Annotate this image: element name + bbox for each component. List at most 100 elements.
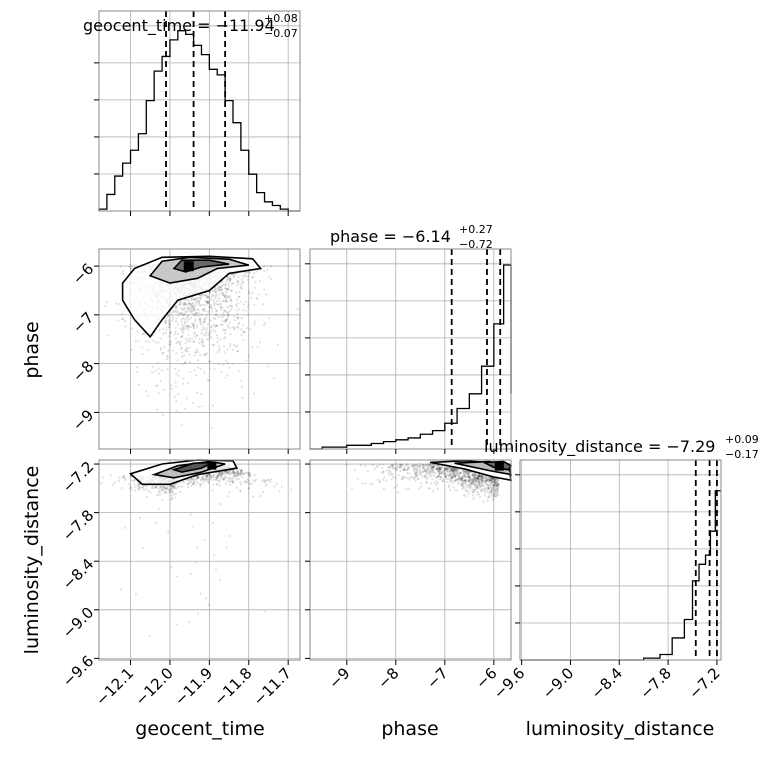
- sample-point-2-1: [476, 477, 479, 480]
- sample-point-2-1: [467, 474, 470, 477]
- sample-point-1-0: [267, 317, 270, 320]
- sample-point-2-0: [171, 486, 174, 489]
- sample-point-1-0: [175, 317, 178, 320]
- sample-point-2-0: [193, 478, 196, 481]
- sample-point-2-0: [222, 478, 225, 481]
- sample-point-2-1: [429, 482, 432, 485]
- sample-point-1-0: [224, 295, 227, 299]
- sample-point-1-0: [174, 337, 178, 340]
- sample-point-1-0: [217, 363, 220, 366]
- y-tick-label-luminosity_distance-2: −8.4: [59, 555, 97, 593]
- sample-point-1-0: [215, 312, 218, 315]
- sample-point-1-0: [226, 276, 229, 279]
- sample-point-2-0: [247, 486, 250, 490]
- sample-point-2-1: [477, 474, 480, 477]
- sample-point-1-0: [220, 306, 223, 309]
- sample-point-1-0: [147, 340, 150, 343]
- sample-point-2-1: [452, 486, 455, 489]
- sample-point-1-0: [218, 349, 221, 352]
- sample-point-2-1: [468, 485, 471, 488]
- sample-point-1-0: [195, 351, 198, 354]
- sample-point-2-1: [496, 479, 500, 482]
- sample-point-2-1: [473, 476, 476, 479]
- sample-point-2-1: [461, 484, 464, 488]
- sample-point-1-0: [205, 300, 208, 303]
- sample-point-2-1: [471, 481, 474, 484]
- sample-point-2-0: [219, 472, 222, 476]
- sample-point-2-0: [240, 469, 243, 472]
- sample-point-2-0: [170, 484, 173, 487]
- sample-point-1-0: [181, 311, 184, 315]
- sample-point-2-0: [191, 525, 194, 528]
- sample-point-2-1: [477, 475, 480, 478]
- sample-point-2-0: [240, 473, 243, 476]
- sample-point-2-0: [167, 530, 170, 533]
- sample-point-1-0: [202, 293, 205, 296]
- sample-point-2-1: [471, 472, 474, 475]
- sample-point-2-1: [468, 480, 471, 483]
- sample-point-1-0: [219, 303, 222, 306]
- sample-point-2-1: [423, 468, 426, 471]
- sample-point-1-0: [263, 269, 266, 272]
- sample-point-2-1: [495, 483, 499, 486]
- sample-point-1-0: [185, 325, 188, 328]
- sample-point-2-1: [429, 470, 432, 473]
- sample-point-1-0: [175, 305, 178, 308]
- sample-point-2-1: [391, 473, 394, 476]
- sample-point-1-0: [200, 405, 203, 408]
- sample-point-1-0: [196, 308, 199, 311]
- sample-point-2-1: [467, 489, 470, 492]
- sample-point-1-0: [215, 309, 218, 313]
- sample-point-2-1: [449, 475, 452, 478]
- sample-point-2-0: [223, 472, 226, 475]
- sample-point-2-0: [162, 485, 165, 488]
- sample-point-2-1: [458, 472, 461, 475]
- sample-point-2-0: [212, 474, 215, 477]
- sample-point-1-0: [194, 301, 197, 304]
- sample-point-1-0: [161, 327, 165, 330]
- sample-point-1-0: [187, 317, 190, 321]
- sample-point-2-0: [218, 579, 221, 582]
- sample-point-1-0: [179, 301, 182, 304]
- sample-point-1-0: [197, 314, 200, 318]
- sample-point-2-0: [145, 495, 148, 499]
- sample-point-1-0: [165, 354, 169, 358]
- sample-point-2-1: [390, 473, 393, 476]
- sample-point-2-1: [399, 463, 402, 466]
- sample-point-1-0: [205, 294, 208, 297]
- sample-point-1-0: [136, 366, 139, 369]
- sample-point-2-1: [467, 472, 470, 475]
- sample-point-2-1: [391, 476, 395, 479]
- sample-point-1-0: [165, 317, 168, 320]
- sample-point-2-0: [216, 475, 219, 478]
- sample-point-2-0: [252, 495, 255, 498]
- sample-point-2-1: [423, 469, 426, 473]
- sample-point-2-1: [459, 477, 462, 480]
- sample-point-2-1: [403, 468, 406, 471]
- sample-point-1-0: [209, 331, 212, 334]
- sample-point-2-1: [458, 472, 461, 475]
- title-luminosity-distance: luminosity_distance = −7.29 +0.09 −0.17: [484, 433, 759, 461]
- sample-point-1-0: [188, 353, 191, 356]
- sample-point-1-0: [229, 326, 232, 329]
- sample-point-2-1: [476, 475, 479, 478]
- sample-point-2-0: [229, 483, 232, 486]
- sample-point-2-1: [461, 484, 464, 487]
- sample-point-2-1: [456, 472, 459, 475]
- sample-point-1-0: [170, 387, 173, 390]
- sample-point-1-0: [202, 320, 205, 323]
- sample-point-1-0: [224, 294, 227, 298]
- sample-point-1-0: [180, 423, 183, 426]
- sample-point-2-1: [405, 469, 408, 472]
- sample-point-2-1: [482, 488, 485, 492]
- sample-point-2-0: [225, 470, 228, 473]
- sample-point-2-1: [444, 474, 447, 477]
- sample-point-1-0: [187, 302, 191, 305]
- sample-point-2-0: [192, 480, 195, 483]
- sample-point-1-0: [162, 346, 166, 349]
- sample-point-2-1: [427, 487, 430, 490]
- sample-point-2-0: [229, 479, 232, 482]
- sample-point-1-0: [191, 307, 194, 310]
- sample-point-2-1: [428, 470, 431, 473]
- sample-point-2-0: [151, 485, 154, 488]
